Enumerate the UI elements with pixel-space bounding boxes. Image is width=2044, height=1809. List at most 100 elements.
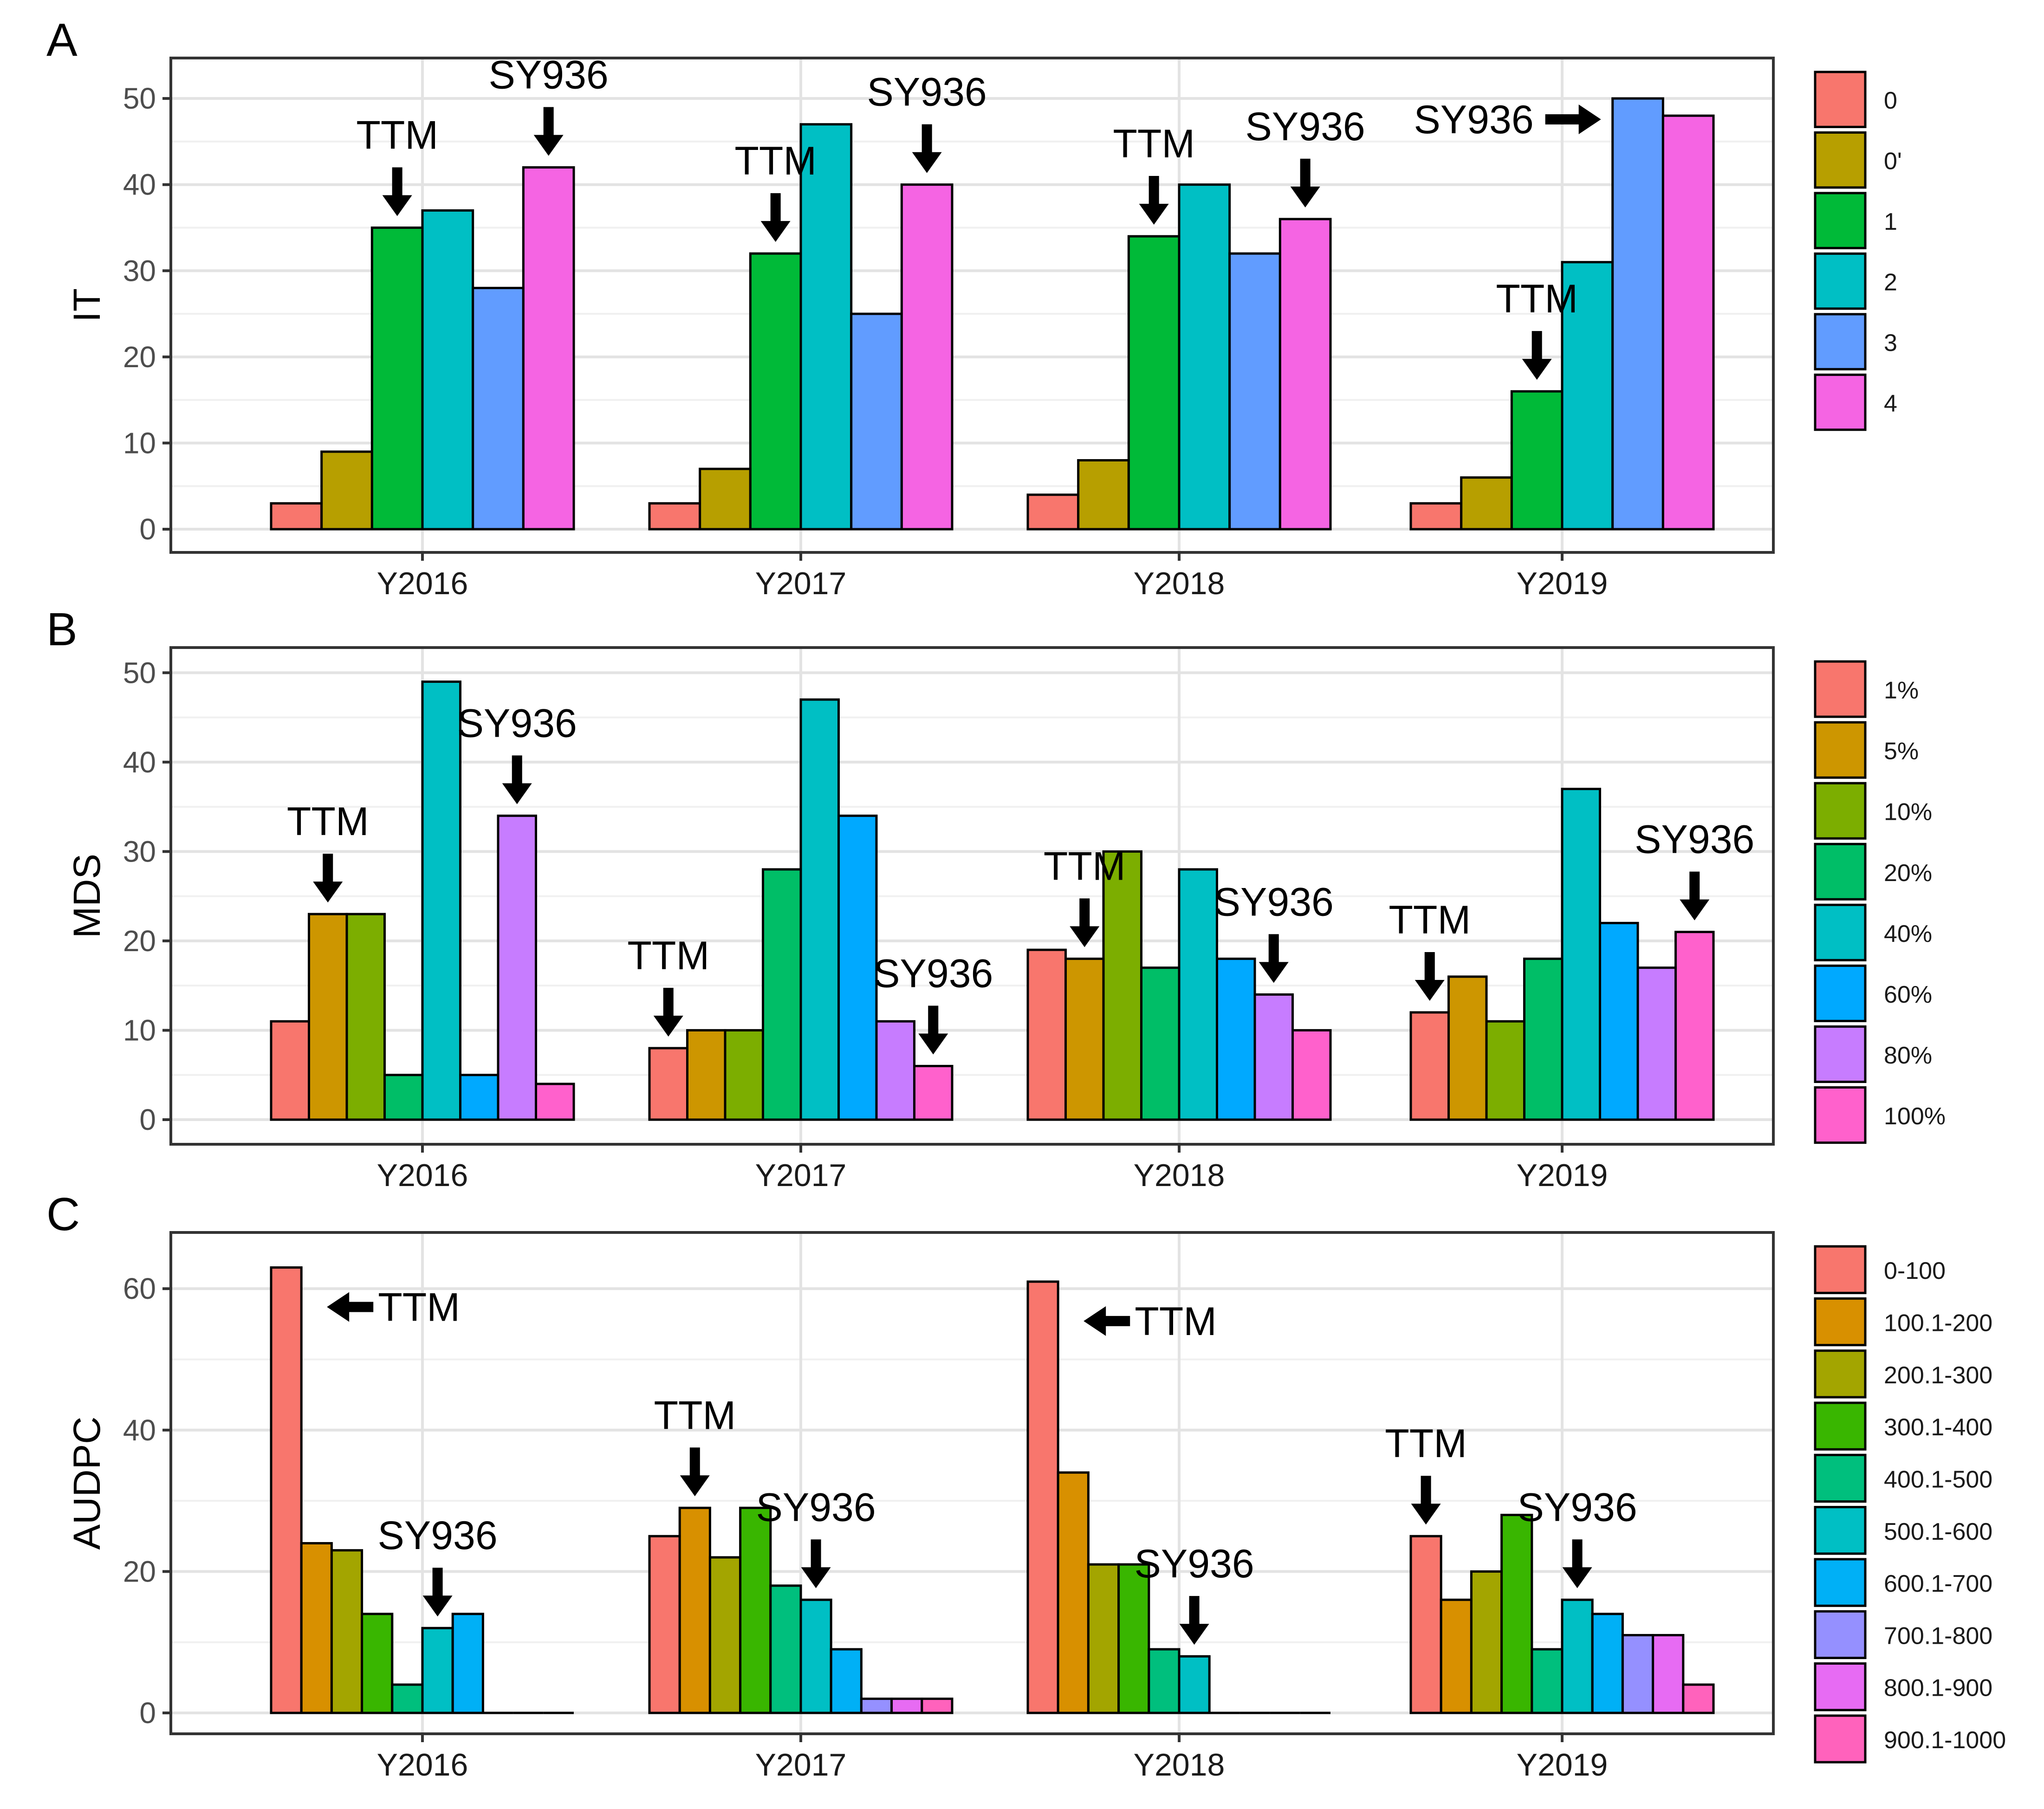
bar-y2018-4 (1228, 252, 1281, 531)
bar-y2017-3 (799, 123, 853, 531)
legend-label: 0 (1884, 87, 1897, 114)
annotation-label: SY936 (867, 70, 987, 115)
panel-label: C (46, 1188, 80, 1240)
x-tick-label: Y2017 (755, 1747, 847, 1783)
bar-y2017-7 (913, 1064, 954, 1121)
bar-y2018-4 (1148, 1648, 1181, 1714)
x-tick-label: Y2019 (1517, 1747, 1608, 1783)
x-tick-label: Y2017 (755, 1158, 847, 1193)
bar-y2017-0 (648, 1047, 688, 1121)
bar-y2017-4 (769, 1584, 802, 1714)
bar-y2017-1 (686, 1029, 727, 1121)
x-tick-label: Y2019 (1517, 1158, 1608, 1193)
annotation-sy936: SY936 (756, 1485, 876, 1589)
legend-label: 200.1-300 (1884, 1362, 1992, 1389)
bar-y2017-0 (648, 502, 701, 531)
legend-label: 60% (1884, 981, 1932, 1008)
annotation-label: SY936 (1635, 817, 1754, 862)
legend-key (1814, 373, 1867, 431)
bar-y2017-4 (799, 698, 840, 1121)
annotation-label: SY936 (377, 1513, 497, 1558)
bar-y2018-5 (1216, 957, 1256, 1121)
bar-y2018-3 (1140, 966, 1181, 1121)
bar-y2019-8 (1652, 1634, 1685, 1714)
x-tick-label: Y2017 (755, 566, 847, 601)
annotation-sy936: SY936 (1246, 104, 1365, 207)
bar-y2019-3 (1500, 1514, 1533, 1714)
annotation-ttm: TTM (1113, 122, 1195, 225)
bar-y2017-4 (850, 312, 903, 531)
bar-y2019-6 (1636, 966, 1677, 1121)
legend-key (1814, 1662, 1867, 1712)
bar-y2019-3 (1523, 957, 1564, 1121)
bar-y2017-6 (830, 1648, 863, 1714)
bar-y2019-0 (1409, 1535, 1442, 1714)
legend-label: 2 (1884, 269, 1897, 296)
bar-y2019-6 (1591, 1613, 1624, 1714)
annotation-label: TTM (287, 799, 369, 844)
bar-y2017-5 (799, 1598, 832, 1714)
arrowhead-icon (1070, 926, 1100, 947)
annotation-label: TTM (654, 1393, 736, 1438)
bar-y2016-6 (451, 1613, 484, 1714)
legend-label: 600.1-700 (1884, 1570, 1992, 1597)
arrowhead-icon (918, 1033, 948, 1055)
annotation-label: TTM (1496, 277, 1578, 321)
annotation-label: SY936 (1414, 97, 1533, 142)
y-tick-label: 20 (123, 924, 156, 958)
bar-y2017-8 (890, 1698, 923, 1714)
annotation-label: TTM (1113, 122, 1195, 166)
arrowhead-icon (1578, 104, 1601, 135)
annotation-ttm: TTM (287, 799, 369, 903)
annotation-label: SY936 (489, 53, 609, 97)
bar-y2017-2 (708, 1556, 742, 1714)
bar-y2016-5 (459, 1074, 500, 1121)
arrowhead-icon (760, 221, 791, 242)
bar-y2018-6 (1253, 993, 1294, 1121)
arrowhead-icon (1259, 962, 1289, 983)
bar-y2017-3 (762, 868, 802, 1121)
legend-label: 100% (1884, 1103, 1946, 1130)
plot-border (169, 646, 1775, 1146)
legend-key (1814, 782, 1867, 840)
legend-label: 500.1-600 (1884, 1518, 1992, 1545)
bar-y2019-1 (1460, 476, 1513, 531)
annotation-label: TTM (1135, 1299, 1217, 1344)
y-tick-label: 40 (123, 746, 156, 779)
legend-key (1814, 964, 1867, 1022)
bar-y2016-5 (421, 1627, 454, 1714)
legend-label: 700.1-800 (1884, 1622, 1992, 1649)
annotation-ttm: TTM (356, 113, 438, 216)
bar-y2016-3 (361, 1613, 394, 1714)
bar-y2017-3 (739, 1506, 772, 1714)
bar-y2018-0 (1026, 493, 1080, 531)
annotation-label: TTM (1044, 844, 1126, 888)
bar-y2016-4 (391, 1683, 424, 1714)
bar-y2019-7 (1674, 931, 1715, 1121)
bar-y2018-4 (1178, 868, 1218, 1121)
panel-label: B (46, 603, 78, 655)
arrowhead-icon (680, 1475, 710, 1497)
arrowhead-icon (653, 1015, 683, 1037)
y-tick-label: 10 (123, 1013, 156, 1047)
annotation-ttm: TTM (1084, 1299, 1217, 1344)
annotation-sy936: SY936 (867, 70, 987, 173)
bar-y2016-2 (330, 1549, 363, 1714)
annotation-ttm: TTM (734, 139, 817, 242)
legend-label: 4 (1884, 390, 1897, 417)
bar-y2018-1 (1064, 957, 1105, 1121)
annotation-sy936: SY936 (377, 1513, 498, 1617)
arrowhead-icon (912, 152, 942, 173)
annotation-sy936: SY936 (489, 53, 609, 156)
legend-label: 40% (1884, 921, 1932, 947)
arrowhead-icon (1084, 1306, 1106, 1336)
bar-y2019-4 (1561, 788, 1601, 1121)
legend-key (1814, 1401, 1867, 1451)
annotation-label: TTM (356, 113, 438, 157)
bar-y2019-5 (1661, 114, 1715, 531)
plot-border (169, 1231, 1775, 1735)
arrowhead-icon (502, 783, 532, 804)
legend-key (1814, 1349, 1867, 1399)
annotation-sy936: SY936 (873, 951, 993, 1055)
